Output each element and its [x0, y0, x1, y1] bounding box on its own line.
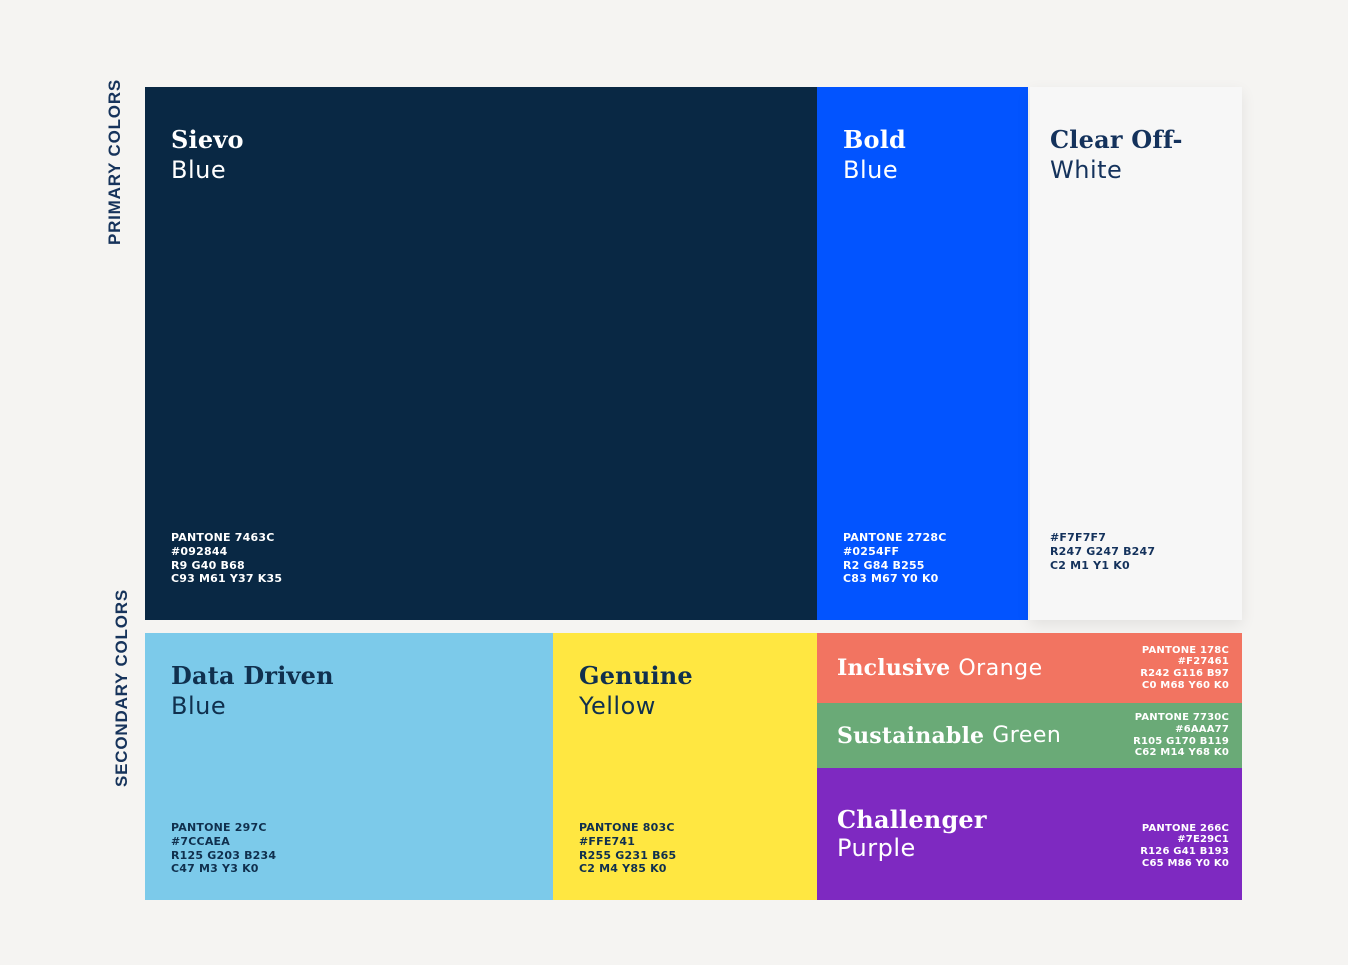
swatch-color-word: Blue [171, 692, 227, 720]
spec-rgb: R126 G41 B193 [1140, 846, 1229, 857]
spec-pantone: PANTONE 7730C [1134, 712, 1229, 724]
spec-cmyk: C93 M61 Y37 K35 [171, 572, 283, 586]
spec-rgb: R2 G84 B255 [843, 558, 925, 572]
swatch-color-word: Yellow [579, 692, 656, 720]
swatch-title: Challenger Purple [837, 768, 987, 900]
swatch-title: Genuine Yellow [579, 661, 693, 721]
spec-rgb: R255 G231 B65 [579, 848, 677, 862]
swatch-color-word: Purple [837, 834, 916, 862]
swatch-title: Data Driven Blue [171, 661, 334, 721]
spec-hex: #FFE741 [579, 834, 636, 848]
swatch-name: Genuine [579, 661, 693, 690]
swatch-specs: PANTONE 266C #7E29C1 R126 G41 B193 C65 M… [1140, 768, 1229, 900]
spec-pantone: PANTONE 2728C [843, 531, 947, 544]
spec-pantone: PANTONE 297C [171, 821, 267, 834]
swatch-color-word: Blue [171, 156, 227, 184]
spec-pantone: PANTONE 266C [1141, 822, 1229, 834]
primary-colors-label-text: PRIMARY COLORS [105, 78, 125, 246]
spec-hex: #7E29C1 [1177, 834, 1229, 846]
spec-hex: #7CCAEA [171, 834, 230, 848]
swatch-title: Sustainable Green [837, 703, 1061, 768]
spec-cmyk: C2 M4 Y85 K0 [579, 862, 667, 876]
spec-hex: #F27461 [1177, 656, 1229, 668]
swatch-name: Bold [843, 125, 906, 154]
swatch-challenger-purple: Challenger Purple PANTONE 266C #7E29C1 R… [817, 768, 1242, 900]
swatch-title: Clear Off- White [1050, 125, 1183, 185]
spec-cmyk: C83 M67 Y0 K0 [843, 572, 939, 586]
swatch-specs: PANTONE 803C #FFE741 R255 G231 B65 C2 M4… [579, 821, 676, 876]
spec-pantone: PANTONE 803C [579, 821, 675, 834]
swatch-specs: PANTONE 2728C #0254FF R2 G84 B255 C83 M6… [843, 531, 946, 586]
spec-hex: #092844 [171, 544, 228, 558]
swatch-title: Bold Blue [843, 125, 906, 185]
swatch-sustainable-green: Sustainable Green PANTONE 7730C #6AAA77 … [817, 703, 1242, 768]
spec-hex: #6AAA77 [1175, 723, 1229, 735]
spec-pantone: PANTONE 178C [1141, 644, 1229, 656]
swatch-sievo-blue: Sievo Blue PANTONE 7463C #092844 R9 G40 … [145, 87, 817, 620]
secondary-colors-label-text: SECONDARY COLORS [112, 589, 131, 787]
swatch-specs: PANTONE 178C #F27461 R242 G116 B97 C0 M6… [1140, 633, 1229, 703]
swatch-name: Clear Off- [1050, 125, 1183, 154]
swatch-name: Inclusive [837, 655, 951, 681]
spec-pantone: PANTONE 7463C [171, 531, 275, 544]
spec-cmyk: C0 M68 Y60 K0 [1141, 679, 1229, 691]
primary-colors-section-label: PRIMARY COLORS [98, 79, 132, 245]
swatch-name: Data Driven [171, 661, 334, 690]
spec-cmyk: C47 M3 Y3 K0 [171, 862, 259, 876]
spec-rgb: R9 G40 B68 [171, 558, 245, 572]
swatch-title: Sievo Blue [171, 125, 244, 185]
swatch-name: Sustainable [837, 722, 985, 749]
swatch-color-word: Orange [958, 655, 1043, 681]
swatch-specs: PANTONE 297C #7CCAEA R125 G203 B234 C47 … [171, 821, 276, 876]
swatch-title: Inclusive Orange [837, 633, 1043, 703]
spec-cmyk: C65 M86 Y0 K0 [1141, 857, 1229, 869]
swatch-specs: PANTONE 7463C #092844 R9 G40 B68 C93 M61… [171, 531, 282, 586]
spec-rgb: R242 G116 B97 [1140, 668, 1229, 679]
spec-rgb: R105 G170 B119 [1133, 735, 1229, 747]
swatch-data-driven-blue: Data Driven Blue PANTONE 297C #7CCAEA R1… [145, 633, 553, 900]
spec-hex: #0254FF [843, 544, 900, 558]
swatch-color-word: White [1050, 156, 1123, 184]
swatch-color-word: Blue [843, 156, 899, 184]
swatch-genuine-yellow: Genuine Yellow PANTONE 803C #FFE741 R255… [553, 633, 817, 900]
spec-cmyk: C62 M14 Y68 K0 [1134, 747, 1229, 759]
swatch-bold-blue: Bold Blue PANTONE 2728C #0254FF R2 G84 B… [817, 87, 1028, 620]
spec-rgb: R247 G247 B247 [1050, 544, 1156, 558]
swatch-name: Sievo [171, 125, 244, 154]
spec-hex: #F7F7F7 [1050, 531, 1107, 544]
secondary-colors-section-label: SECONDARY COLORS [104, 589, 140, 787]
swatch-specs: #F7F7F7 R247 G247 B247 C2 M1 Y1 K0 [1050, 531, 1155, 572]
swatch-clear-off-white: Clear Off- White #F7F7F7 R247 G247 B247 … [1030, 87, 1242, 620]
spec-rgb: R125 G203 B234 [171, 848, 277, 862]
swatch-name: Challenger [837, 805, 987, 834]
swatch-color-word: Green [992, 723, 1062, 748]
swatch-inclusive-orange: Inclusive Orange PANTONE 178C #F27461 R2… [817, 633, 1242, 703]
spec-cmyk: C2 M1 Y1 K0 [1050, 558, 1130, 572]
swatch-specs: PANTONE 7730C #6AAA77 R105 G170 B119 C62… [1133, 703, 1229, 768]
